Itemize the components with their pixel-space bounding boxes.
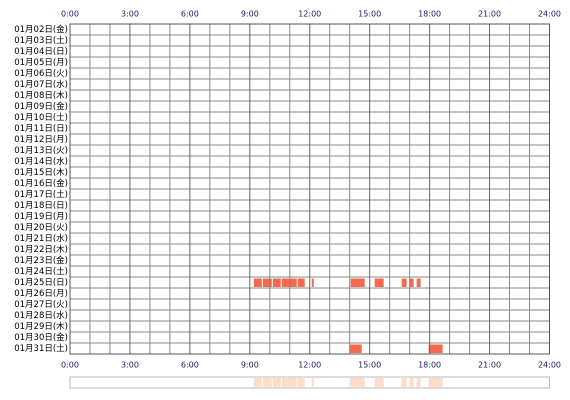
date-label: 01月12日(月) <box>14 135 68 145</box>
date-label: 01月04日(日) <box>14 47 68 57</box>
date-label: 01月28日(水) <box>14 310 68 321</box>
date-label: 01月16日(金) <box>14 178 68 189</box>
x-tick-label-bottom: 18:00 <box>418 361 441 370</box>
date-label: 01月11日(日) <box>14 124 68 134</box>
date-label: 01月13日(火) <box>14 146 68 156</box>
plot-border <box>69 23 550 355</box>
summary-block <box>297 378 305 387</box>
date-label: 01月10日(土) <box>14 112 68 123</box>
activity-block <box>349 344 362 353</box>
activity-block <box>311 278 314 287</box>
date-label: 01月21日(水) <box>14 233 68 244</box>
summary-block <box>428 378 443 387</box>
date-label: 01月07日(水) <box>14 79 68 90</box>
activity-block <box>253 278 262 287</box>
date-label: 01月18日(日) <box>14 201 68 211</box>
date-label: 01月22日(木) <box>14 244 68 255</box>
date-label: 01月03日(土) <box>14 35 68 46</box>
activity-block <box>297 278 305 287</box>
date-label: 01月25日(日) <box>14 278 68 288</box>
x-tick-label-top: 18:00 <box>418 10 441 19</box>
x-tick-label-top: 24:00 <box>538 10 561 19</box>
x-tick-label-top: 9:00 <box>241 10 259 19</box>
activity-block <box>272 278 281 287</box>
date-label: 01月15日(木) <box>14 167 68 178</box>
date-label: 01月08日(木) <box>14 90 68 101</box>
summary-block <box>349 378 362 387</box>
summary-block <box>311 378 314 387</box>
summary-block <box>253 378 262 387</box>
date-label: 01月31日(土) <box>14 343 68 354</box>
activity-block <box>401 278 407 287</box>
date-label: 01月19日(月) <box>14 212 68 222</box>
summary-block <box>262 378 272 387</box>
x-tick-label-bottom: 3:00 <box>121 361 139 370</box>
summary-block <box>281 378 297 387</box>
x-tick-label-top: 0:00 <box>61 10 79 19</box>
date-label: 01月24日(土) <box>14 266 68 277</box>
x-tick-label-top: 21:00 <box>478 10 501 19</box>
x-tick-label-top: 6:00 <box>181 10 199 19</box>
x-tick-label-bottom: 6:00 <box>181 361 199 370</box>
date-label: 01月29日(木) <box>14 321 68 332</box>
x-tick-label-bottom: 21:00 <box>478 361 501 370</box>
summary-block <box>409 378 414 387</box>
activity-block <box>416 278 421 287</box>
x-tick-label-top: 15:00 <box>358 10 381 19</box>
x-tick-label-bottom: 12:00 <box>298 361 321 370</box>
date-label: 01月26日(月) <box>14 289 68 299</box>
summary-block <box>374 378 384 387</box>
x-tick-label-bottom: 9:00 <box>241 361 259 370</box>
activity-block <box>350 278 365 287</box>
date-label: 01月30日(金) <box>14 332 68 343</box>
x-tick-label-bottom: 0:00 <box>61 361 79 370</box>
x-tick-label-top: 12:00 <box>298 10 321 19</box>
summary-strip <box>69 376 550 389</box>
activity-block <box>428 344 443 353</box>
date-label: 01月06日(火) <box>14 69 68 79</box>
x-tick-label-bottom: 24:00 <box>538 361 561 370</box>
date-label: 01月09日(金) <box>14 101 68 112</box>
date-label: 01月05日(月) <box>14 58 68 68</box>
summary-block <box>401 378 407 387</box>
date-label: 01月14日(水) <box>14 156 68 167</box>
date-label: 01月02日(金) <box>14 24 68 35</box>
summary-block <box>416 378 421 387</box>
x-tick-label-bottom: 15:00 <box>358 361 381 370</box>
date-label: 01月17日(土) <box>14 189 68 200</box>
x-tick-label-top: 3:00 <box>121 10 139 19</box>
date-label: 01月27日(火) <box>14 300 68 310</box>
summary-block <box>272 378 281 387</box>
activity-block <box>374 278 384 287</box>
activity-block <box>409 278 414 287</box>
date-label: 01月20日(火) <box>14 223 68 233</box>
date-label: 01月23日(金) <box>14 255 68 266</box>
activity-block <box>262 278 272 287</box>
